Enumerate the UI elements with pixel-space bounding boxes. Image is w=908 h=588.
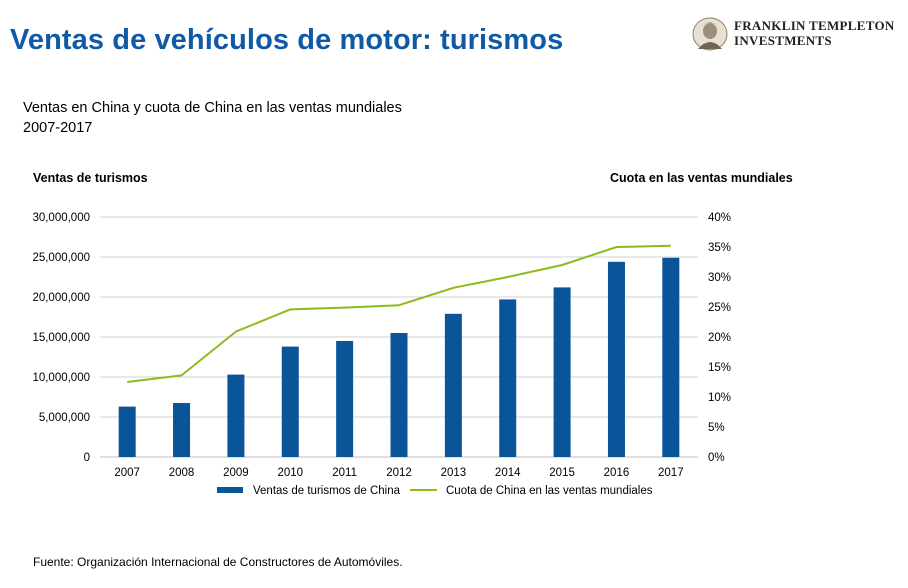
franklin-templeton-logo: FRANKLIN TEMPLETON INVESTMENTS — [692, 17, 904, 51]
x-tick-label: 2008 — [169, 467, 195, 479]
left-tick-label: 20,000,000 — [32, 292, 90, 304]
right-axis-title: Cuota en las ventas mundiales — [610, 171, 793, 185]
bar — [173, 403, 191, 457]
bar — [390, 333, 408, 457]
bar — [499, 299, 517, 457]
bar — [227, 374, 245, 457]
bar — [607, 261, 625, 457]
x-tick-label: 2015 — [549, 467, 575, 479]
right-tick-label: 5% — [708, 422, 725, 434]
subtitle-line-1: Ventas en China y cuota de China en las … — [23, 100, 402, 116]
right-tick-label: 30% — [708, 272, 731, 284]
subtitle-line-2: 2007-2017 — [23, 120, 93, 136]
left-tick-label: 30,000,000 — [32, 212, 90, 224]
x-tick-label: 2012 — [386, 467, 412, 479]
x-tick-label: 2007 — [114, 467, 140, 479]
left-tick-label: 0 — [84, 452, 90, 464]
logo-line-2: INVESTMENTS — [734, 33, 832, 48]
x-tick-label: 2014 — [495, 467, 521, 479]
right-tick-label: 10% — [708, 392, 731, 404]
logo-line-1: FRANKLIN TEMPLETON — [734, 18, 895, 33]
right-tick-label: 25% — [708, 302, 731, 314]
chart-subtitle: Ventas en China y cuota de China en las … — [23, 98, 402, 138]
bar — [444, 313, 462, 457]
right-tick-label: 15% — [708, 362, 731, 374]
x-tick-label: 2013 — [441, 467, 467, 479]
x-tick-label: 2016 — [604, 467, 630, 479]
x-tick-label: 2010 — [277, 467, 303, 479]
bar — [336, 341, 354, 457]
legend-swatch-bars — [217, 487, 243, 493]
legend-label-line: Cuota de China en las ventas mundiales — [446, 485, 653, 497]
bar — [118, 406, 136, 457]
x-tick-label: 2009 — [223, 467, 249, 479]
bar — [553, 287, 571, 457]
page-title: Ventas de vehículos de motor: turismos — [10, 24, 564, 56]
left-tick-label: 25,000,000 — [32, 252, 90, 264]
logo-text: FRANKLIN TEMPLETON INVESTMENTS — [734, 18, 895, 48]
bar — [662, 257, 680, 457]
legend-label-bars: Ventas de turismos de China — [253, 485, 401, 497]
right-tick-label: 20% — [708, 332, 731, 344]
right-tick-label: 35% — [708, 242, 731, 254]
right-tick-label: 40% — [708, 212, 731, 224]
left-axis-title: Ventas de turismos — [33, 171, 148, 185]
right-tick-label: 0% — [708, 452, 725, 464]
left-tick-label: 15,000,000 — [32, 332, 90, 344]
x-tick-label: 2011 — [332, 467, 357, 479]
left-tick-label: 10,000,000 — [32, 372, 90, 384]
source-note: Fuente: Organización Internacional de Co… — [33, 555, 403, 569]
bar — [281, 346, 299, 457]
left-tick-label: 5,000,000 — [39, 412, 90, 424]
x-tick-label: 2017 — [658, 467, 684, 479]
franklin-portrait-icon — [692, 17, 728, 51]
